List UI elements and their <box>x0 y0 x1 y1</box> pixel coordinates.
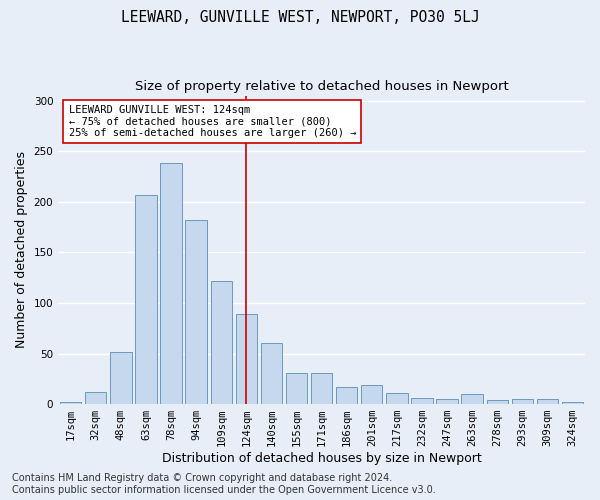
Bar <box>136 194 157 404</box>
Text: Contains HM Land Registry data © Crown copyright and database right 2024.
Contai: Contains HM Land Registry data © Crown c… <box>12 474 436 495</box>
Bar <box>311 372 332 404</box>
Bar <box>286 372 307 404</box>
Bar <box>562 402 583 404</box>
Y-axis label: Number of detached properties: Number of detached properties <box>15 152 28 348</box>
Bar <box>436 399 458 404</box>
Bar <box>537 399 558 404</box>
Bar <box>487 400 508 404</box>
Bar <box>211 280 232 404</box>
Bar <box>512 399 533 404</box>
Bar <box>461 394 483 404</box>
Bar <box>185 220 207 404</box>
Bar <box>336 387 358 404</box>
Text: LEEWARD GUNVILLE WEST: 124sqm
← 75% of detached houses are smaller (800)
25% of : LEEWARD GUNVILLE WEST: 124sqm ← 75% of d… <box>69 105 356 138</box>
Bar <box>261 344 282 404</box>
Bar <box>386 393 407 404</box>
Bar <box>160 164 182 404</box>
Bar <box>411 398 433 404</box>
X-axis label: Distribution of detached houses by size in Newport: Distribution of detached houses by size … <box>162 452 481 465</box>
Text: LEEWARD, GUNVILLE WEST, NEWPORT, PO30 5LJ: LEEWARD, GUNVILLE WEST, NEWPORT, PO30 5L… <box>121 10 479 25</box>
Bar <box>60 402 82 404</box>
Bar <box>85 392 106 404</box>
Bar <box>236 314 257 404</box>
Title: Size of property relative to detached houses in Newport: Size of property relative to detached ho… <box>135 80 508 93</box>
Bar <box>110 352 131 404</box>
Bar <box>361 385 382 404</box>
